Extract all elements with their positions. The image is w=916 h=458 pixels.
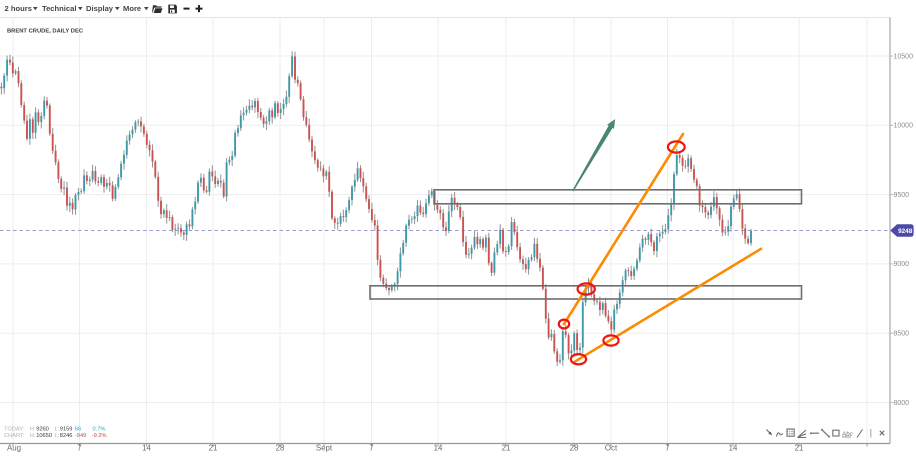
svg-text:TODAY:: TODAY: — [4, 427, 25, 433]
svg-text:Technical: Technical — [42, 4, 76, 13]
svg-text:8500: 8500 — [894, 331, 910, 338]
svg-text:14: 14 — [729, 443, 738, 452]
svg-text:21: 21 — [795, 443, 804, 452]
svg-text:L:: L: — [55, 433, 60, 439]
svg-text:9500: 9500 — [894, 192, 910, 199]
svg-text:Oct: Oct — [605, 443, 618, 452]
svg-text:Display: Display — [86, 4, 114, 13]
svg-text:-949: -949 — [75, 433, 86, 439]
svg-text:28: 28 — [276, 443, 285, 452]
svg-text:9159: 9159 — [60, 427, 73, 433]
svg-text:0.7%: 0.7% — [93, 427, 106, 433]
svg-text:7: 7 — [369, 443, 373, 452]
svg-text:9248: 9248 — [898, 228, 913, 235]
svg-text:10000: 10000 — [894, 123, 914, 130]
svg-text:Sept: Sept — [316, 443, 333, 452]
svg-text:66: 66 — [75, 427, 81, 433]
svg-text:14: 14 — [434, 443, 443, 452]
svg-text:9260: 9260 — [36, 427, 49, 433]
svg-text:7: 7 — [665, 443, 669, 452]
svg-text:BRENT CRUDE, DAILY DEC: BRENT CRUDE, DAILY DEC — [7, 28, 84, 34]
svg-text:21: 21 — [209, 443, 218, 452]
svg-text:8246: 8246 — [60, 433, 73, 439]
svg-text:10500: 10500 — [894, 53, 914, 60]
svg-text:10650: 10650 — [36, 433, 52, 439]
svg-text:CHART:: CHART: — [4, 433, 25, 439]
svg-text:8000: 8000 — [894, 400, 910, 407]
svg-text:Abc: Abc — [841, 431, 854, 438]
svg-text:More: More — [123, 4, 141, 13]
svg-text:L:: L: — [55, 427, 60, 433]
svg-text:-9.2%: -9.2% — [92, 433, 107, 439]
svg-text:H:: H: — [30, 427, 36, 433]
svg-text:14: 14 — [142, 443, 151, 452]
svg-text:2 hours: 2 hours — [5, 4, 32, 13]
svg-text:H:: H: — [30, 433, 36, 439]
svg-text:Aug: Aug — [7, 443, 21, 452]
svg-text:21: 21 — [502, 443, 511, 452]
svg-text:9000: 9000 — [894, 261, 910, 268]
svg-text:28: 28 — [570, 443, 579, 452]
svg-text:7: 7 — [77, 443, 81, 452]
